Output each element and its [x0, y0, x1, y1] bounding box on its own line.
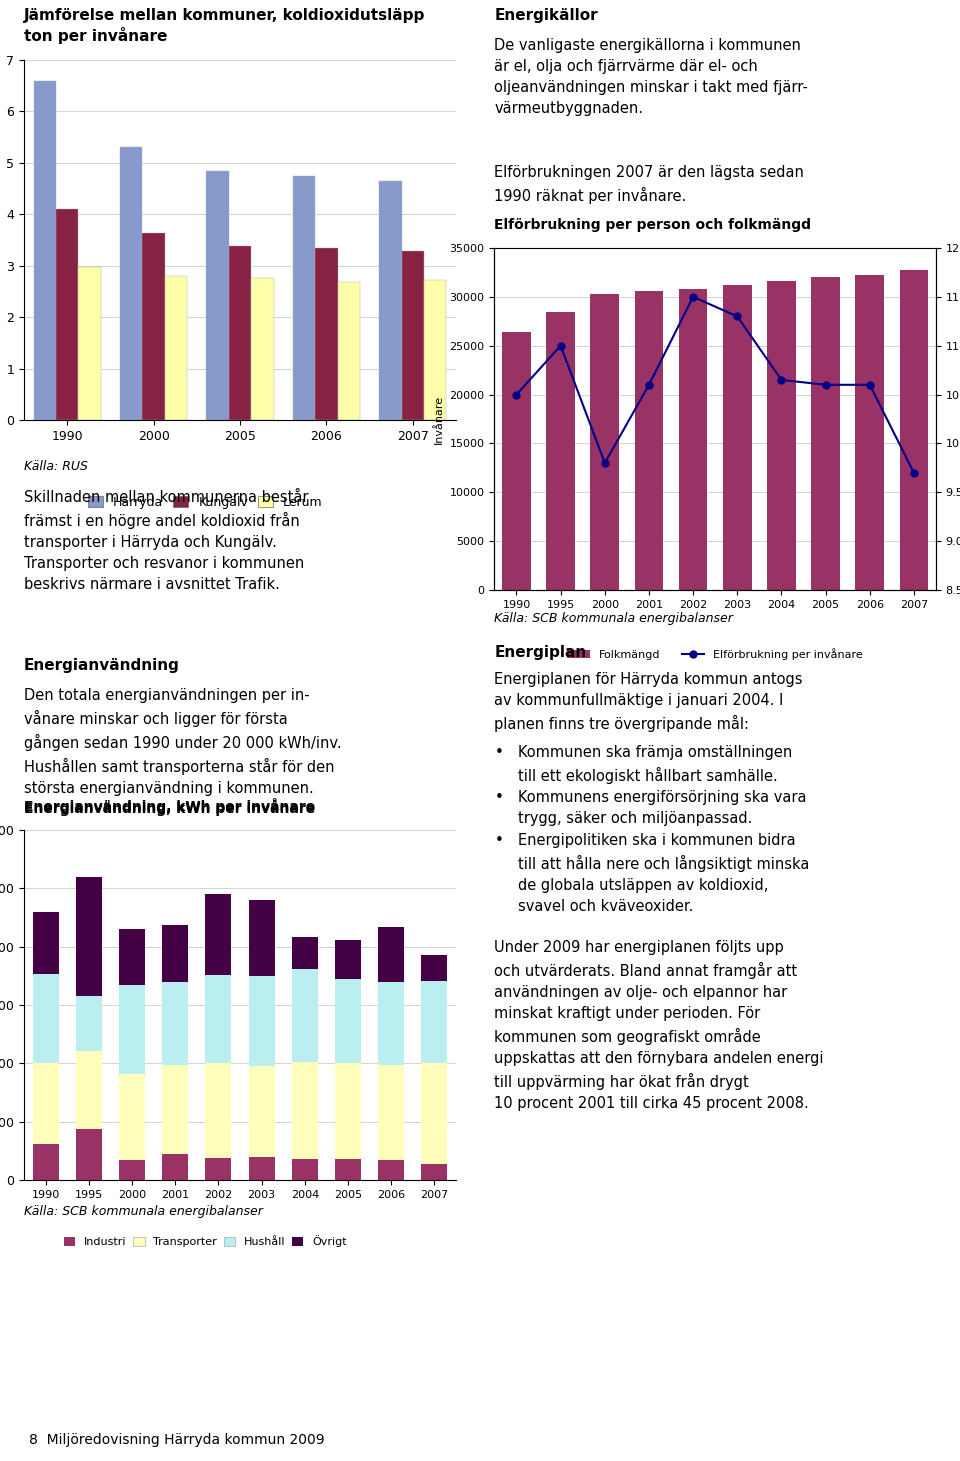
- Bar: [33, 1064, 59, 1144]
- Text: Kommunen ska främja omställningen
till ett ekologiskt hållbart samhälle.: Kommunen ska främja omställningen till e…: [518, 745, 793, 785]
- Bar: [56, 209, 79, 419]
- Bar: [119, 1074, 145, 1160]
- Bar: [335, 1159, 361, 1180]
- Bar: [335, 1064, 361, 1159]
- Bar: [205, 1064, 231, 1157]
- Bar: [249, 900, 275, 976]
- Bar: [205, 1157, 231, 1180]
- Legend: Industri, Transporter, Hushåll, Övrigt: Industri, Transporter, Hushåll, Övrigt: [60, 1232, 351, 1252]
- Text: Skillnaden mellan kommunerna består
främst i en högre andel koldioxid från
trans: Skillnaden mellan kommunerna består främ…: [24, 489, 308, 592]
- Legend: Härryda, Kungälv, Lerum: Härryda, Kungälv, Lerum: [84, 491, 327, 514]
- Bar: [546, 311, 575, 590]
- Bar: [590, 294, 619, 590]
- Bar: [811, 278, 840, 590]
- Text: Källa: SCB kommunala energibalanser: Källa: SCB kommunala energibalanser: [24, 1205, 263, 1218]
- Bar: [33, 1144, 59, 1180]
- Bar: [206, 171, 228, 419]
- Text: Energipolitiken ska i kommunen bidra
till att hålla nere och långsiktigt minska
: Energipolitiken ska i kommunen bidra til…: [518, 833, 810, 915]
- Text: 8  Miljöredovisning Härryda kommun 2009: 8 Miljöredovisning Härryda kommun 2009: [29, 1433, 324, 1446]
- Text: Källa: RUS: Källa: RUS: [24, 460, 88, 473]
- Bar: [292, 969, 318, 1062]
- Bar: [723, 285, 752, 590]
- Bar: [338, 282, 360, 419]
- Bar: [335, 979, 361, 1064]
- Text: De vanligaste energikällorna i kommunen
är el, olja och fjärrvärme där el- och
o: De vanligaste energikällorna i kommunen …: [494, 38, 808, 115]
- Text: Under 2009 har energiplanen följts upp
och utvärderats. Bland annat framgår att
: Under 2009 har energiplanen följts upp o…: [494, 939, 824, 1110]
- Text: Energianvändning, kWh per invånare: Energianvändning, kWh per invånare: [24, 801, 315, 817]
- Text: Kommunens energiförsörjning ska vara
trygg, säker och miljöanpassad.: Kommunens energiförsörjning ska vara try…: [518, 790, 807, 825]
- Text: Energiplan: Energiplan: [494, 644, 587, 660]
- Bar: [855, 275, 884, 590]
- Text: •: •: [494, 745, 503, 760]
- Bar: [119, 985, 145, 1074]
- Text: Jämförelse mellan kommuner, koldioxidutsläpp
ton per invånare: Jämförelse mellan kommuner, koldioxiduts…: [24, 7, 425, 44]
- Bar: [228, 245, 252, 419]
- Bar: [162, 1154, 188, 1180]
- Bar: [401, 251, 424, 419]
- Bar: [315, 248, 338, 419]
- Bar: [378, 926, 404, 982]
- Text: Elförbrukning per person och folkmängd: Elförbrukning per person och folkmängd: [494, 218, 811, 232]
- Text: Den totala energianvändningen per in-
vånare minskar och ligger för första
gånge: Den totala energianvändningen per in- vå…: [24, 688, 342, 796]
- Bar: [79, 267, 101, 419]
- Text: Energikällor: Energikällor: [494, 7, 598, 23]
- Bar: [162, 982, 188, 1065]
- Text: •: •: [494, 833, 503, 847]
- Bar: [33, 912, 59, 973]
- Text: Energiplanen för Härryda kommun antogs
av kommunfullmäktige i januari 2004. I
pl: Energiplanen för Härryda kommun antogs a…: [494, 672, 803, 732]
- Legend: Folkmängd, Elförbrukning per invånare: Folkmängd, Elförbrukning per invånare: [563, 643, 868, 665]
- Bar: [76, 1050, 102, 1129]
- Text: Elförbrukningen 2007 är den lägsta sedan
1990 räknat per invånare.: Elförbrukningen 2007 är den lägsta sedan…: [494, 165, 804, 205]
- Bar: [421, 1064, 447, 1163]
- Y-axis label: Invånare: Invånare: [434, 394, 444, 444]
- Bar: [249, 1065, 275, 1157]
- Bar: [335, 939, 361, 979]
- Bar: [205, 974, 231, 1064]
- Bar: [119, 929, 145, 985]
- Bar: [292, 938, 318, 969]
- Bar: [120, 148, 142, 419]
- Bar: [502, 332, 531, 590]
- Bar: [76, 995, 102, 1050]
- Bar: [76, 877, 102, 995]
- Bar: [424, 281, 446, 419]
- Bar: [378, 1160, 404, 1180]
- Bar: [900, 270, 928, 590]
- Bar: [635, 291, 663, 590]
- Bar: [142, 234, 165, 419]
- Bar: [34, 80, 56, 419]
- Bar: [379, 181, 401, 419]
- Bar: [421, 1163, 447, 1180]
- Text: Energianvändning: Energianvändning: [24, 657, 180, 674]
- Text: Energianvändning, kWh per invånare: Energianvändning, kWh per invånare: [24, 798, 315, 814]
- Bar: [165, 276, 187, 419]
- Bar: [252, 278, 274, 419]
- Bar: [162, 1065, 188, 1154]
- Bar: [421, 955, 447, 980]
- Bar: [162, 925, 188, 982]
- Text: Källa: SCB kommunala energibalanser: Källa: SCB kommunala energibalanser: [494, 612, 733, 625]
- Bar: [119, 1160, 145, 1180]
- Bar: [378, 982, 404, 1065]
- Text: •: •: [494, 790, 503, 805]
- Bar: [378, 1065, 404, 1160]
- Bar: [421, 980, 447, 1064]
- Bar: [293, 175, 315, 419]
- Bar: [33, 973, 59, 1064]
- Bar: [205, 894, 231, 974]
- Bar: [76, 1129, 102, 1180]
- Bar: [767, 281, 796, 590]
- Bar: [249, 976, 275, 1065]
- Bar: [292, 1062, 318, 1159]
- Bar: [679, 289, 708, 590]
- Bar: [249, 1157, 275, 1180]
- Bar: [292, 1159, 318, 1180]
